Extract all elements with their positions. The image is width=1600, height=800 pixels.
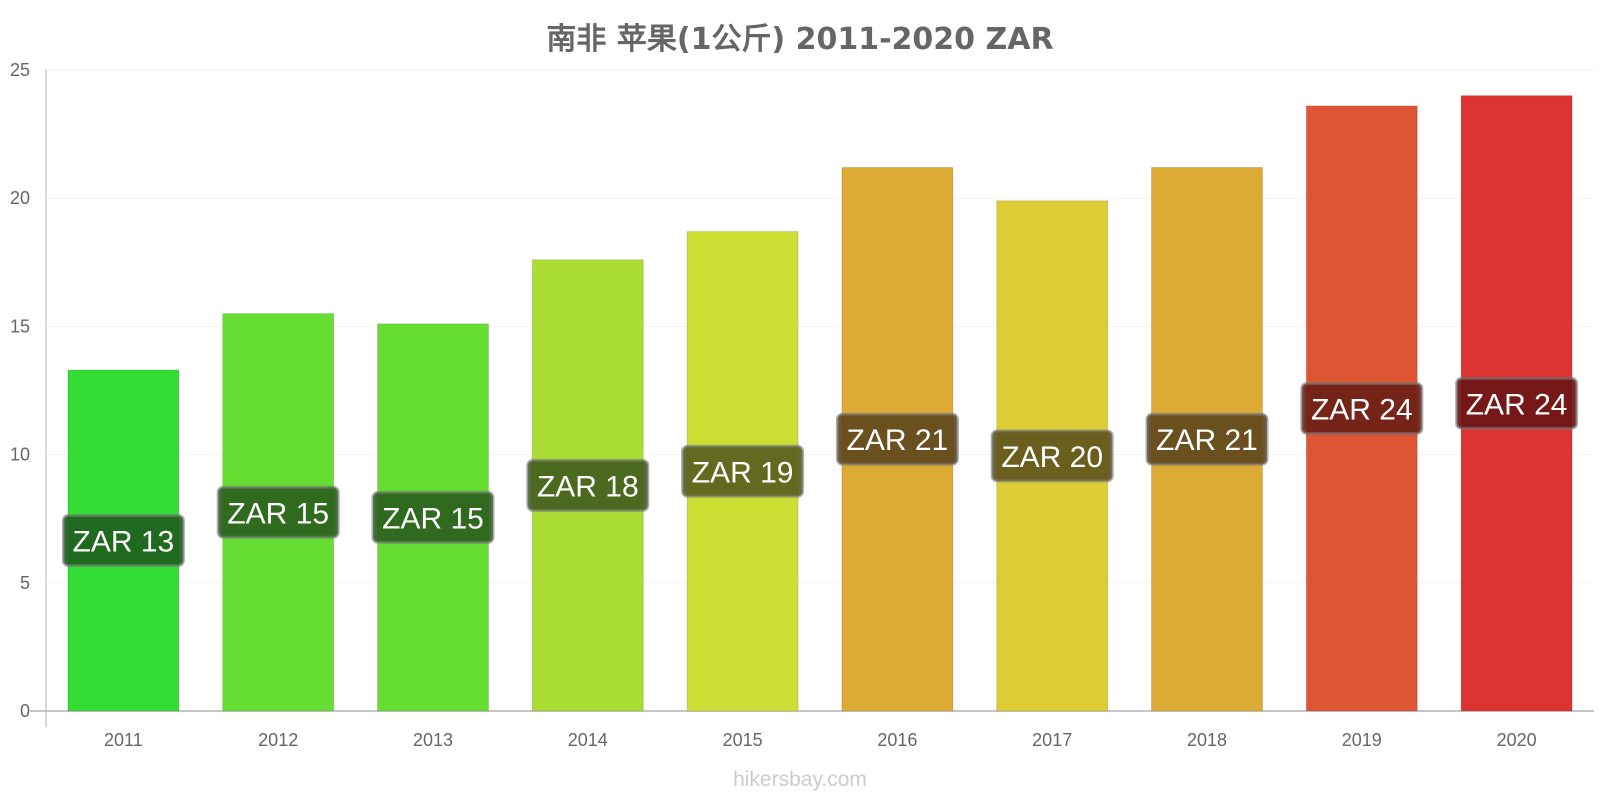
data-label-box: [1300, 381, 1424, 435]
x-tick-label: 2018: [1187, 730, 1227, 750]
data-label: ZAR 21: [847, 424, 949, 457]
data-label-box: [1455, 376, 1579, 430]
x-tick-label: 2017: [1032, 730, 1072, 750]
data-label-box: [216, 485, 340, 539]
data-label-box: [681, 444, 805, 498]
data-label-box: [61, 513, 185, 567]
y-tick-label: 5: [20, 573, 30, 593]
x-tick-label: 2019: [1342, 730, 1382, 750]
x-tick-label: 2016: [877, 730, 917, 750]
data-label: ZAR 19: [692, 456, 794, 489]
data-label: ZAR 24: [1311, 393, 1413, 426]
watermark: hikersbay.com: [733, 768, 867, 791]
data-label-box: [1145, 412, 1269, 466]
x-tick-label: 2020: [1497, 730, 1537, 750]
data-label: ZAR 15: [382, 502, 484, 535]
y-tick-label: 25: [10, 60, 30, 80]
data-label: ZAR 15: [227, 497, 329, 530]
x-tick-label: 2012: [258, 730, 298, 750]
data-label-box: [371, 490, 495, 544]
y-tick-label: 15: [10, 316, 30, 336]
data-label-box: [835, 412, 959, 466]
chart-title: 南非 苹果(1公斤) 2011-2020 ZAR: [546, 22, 1054, 57]
y-tick-label: 0: [20, 701, 30, 721]
data-label-box: [526, 458, 650, 512]
data-label: ZAR 21: [1156, 424, 1258, 457]
data-label: ZAR 13: [73, 525, 175, 558]
y-tick-label: 10: [10, 445, 30, 465]
data-label: ZAR 20: [1001, 441, 1103, 474]
x-tick-label: 2013: [413, 730, 453, 750]
x-tick-label: 2014: [568, 730, 608, 750]
x-tick-label: 2011: [104, 730, 143, 750]
x-tick-label: 2015: [723, 730, 763, 750]
data-label: ZAR 18: [537, 470, 639, 503]
y-tick-label: 20: [10, 188, 30, 208]
data-label: ZAR 24: [1466, 388, 1568, 421]
data-label-box: [990, 429, 1114, 483]
